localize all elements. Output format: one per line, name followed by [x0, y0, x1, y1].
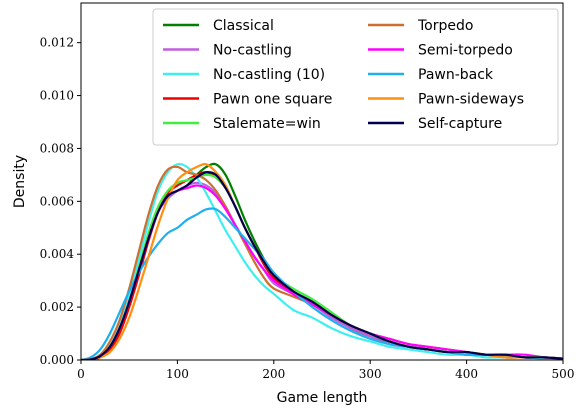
- y-tick-label: 0.010: [40, 89, 74, 103]
- y-axis: 0.000 0.002 0.004 0.006 0.008 0.010 0.012: [40, 36, 81, 367]
- y-axis-title: Density: [12, 155, 28, 208]
- series-line-9: [81, 170, 563, 360]
- x-tick-label: 0: [77, 367, 85, 381]
- legend-label: Self-capture: [418, 116, 502, 132]
- series-line-0: [81, 162, 563, 360]
- plot-frame: [80, 2, 564, 361]
- x-axis-title: Game length: [277, 390, 368, 406]
- y-tick-label: 0.012: [40, 36, 74, 50]
- x-tick-label: 500: [552, 367, 575, 381]
- series-line-7: [81, 207, 563, 360]
- x-tick-label: 200: [262, 367, 285, 381]
- plot-lines: [81, 162, 563, 360]
- y-tick-label: 0.004: [40, 247, 75, 261]
- x-tick-label: 100: [166, 367, 189, 381]
- x-tick-label: 300: [359, 367, 382, 381]
- series-line-2: [81, 162, 563, 360]
- legend-label: Torpedo: [417, 18, 473, 34]
- legend-label: Classical: [213, 18, 274, 34]
- series-line-5: [81, 165, 563, 360]
- y-tick-label: 0.000: [40, 353, 74, 367]
- y-tick-label: 0.002: [40, 300, 74, 314]
- legend-label: Semi-torpedo: [418, 43, 513, 59]
- legend-label: Stalemate=win: [213, 116, 321, 132]
- legend-label: Pawn-sideways: [418, 92, 524, 108]
- legend: Classical No-castling No-castling (10) Pawn…: [152, 8, 559, 146]
- x-axis: 0 100 200 300 400 500: [77, 360, 574, 381]
- legend-label: Pawn-back: [418, 67, 494, 83]
- x-tick-label: 400: [455, 367, 478, 381]
- legend-box: [152, 8, 559, 146]
- y-tick-label: 0.008: [40, 141, 74, 155]
- legend-label: Pawn one square: [213, 92, 332, 108]
- y-tick-label: 0.006: [40, 194, 74, 208]
- series-line-6: [81, 184, 563, 360]
- legend-label: No-castling: [213, 43, 292, 59]
- legend-label: No-castling (10): [213, 67, 325, 83]
- series-line-8: [81, 163, 563, 360]
